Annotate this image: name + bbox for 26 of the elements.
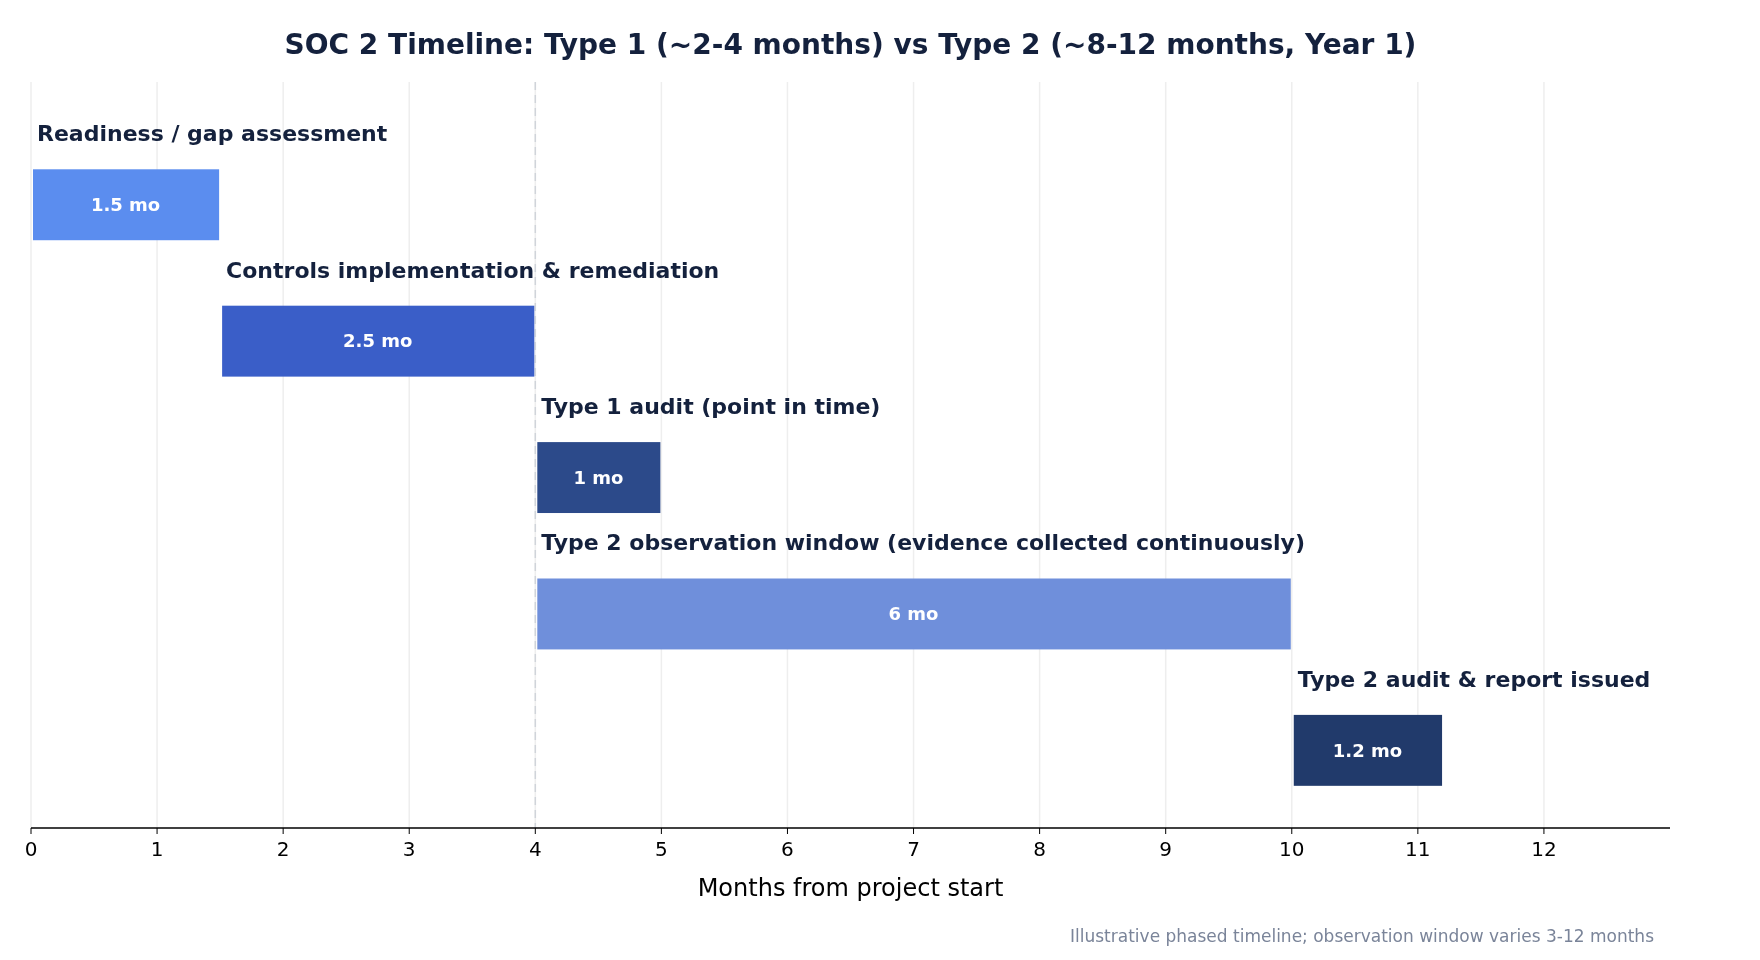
x-tick-label: 5 [655, 837, 668, 861]
x-tick-label: 12 [1531, 837, 1557, 861]
x-tick-label: 6 [781, 837, 794, 861]
x-tick-label: 10 [1279, 837, 1305, 861]
y-tick-label: Controls implementation & remediation [226, 257, 720, 283]
x-tick-label: 2 [276, 837, 290, 861]
x-tick-label: 8 [1033, 837, 1046, 861]
data-label: 6 mo [888, 603, 939, 625]
data-label: 2.5 mo [343, 330, 413, 352]
x-axis-title: Months from project start [697, 874, 1004, 902]
x-tick-label: 7 [907, 837, 920, 861]
data-label: 1.2 mo [1332, 739, 1403, 761]
data-label: 1 mo [573, 466, 624, 488]
data-label: 1.5 mo [90, 194, 161, 216]
x-tick-label: 9 [1159, 837, 1173, 861]
x-tick-label: 1 [150, 837, 164, 861]
x-tick-label: 4 [528, 837, 542, 861]
y-tick-label: Readiness / gap assessment [37, 121, 388, 147]
text: Illustrative phased timeline; observation window varies 3-12 months [1070, 926, 1655, 946]
x-tick-label: 3 [402, 837, 416, 861]
y-tick-label: Type 1 audit (point in time) [541, 394, 881, 420]
y-tick-label: Type 2 audit & report issued [1297, 666, 1651, 692]
x-tick-label: 0 [24, 837, 38, 861]
x-tick-label: 11 [1405, 837, 1431, 861]
y-tick-label: Type 2 observation window (evidence collected continuously) [541, 530, 1305, 556]
chart-title: SOC 2 Timeline: Type 1 (~2-4 months) vs Type 2 (~8-12 months, Year 1) [284, 28, 1417, 61]
